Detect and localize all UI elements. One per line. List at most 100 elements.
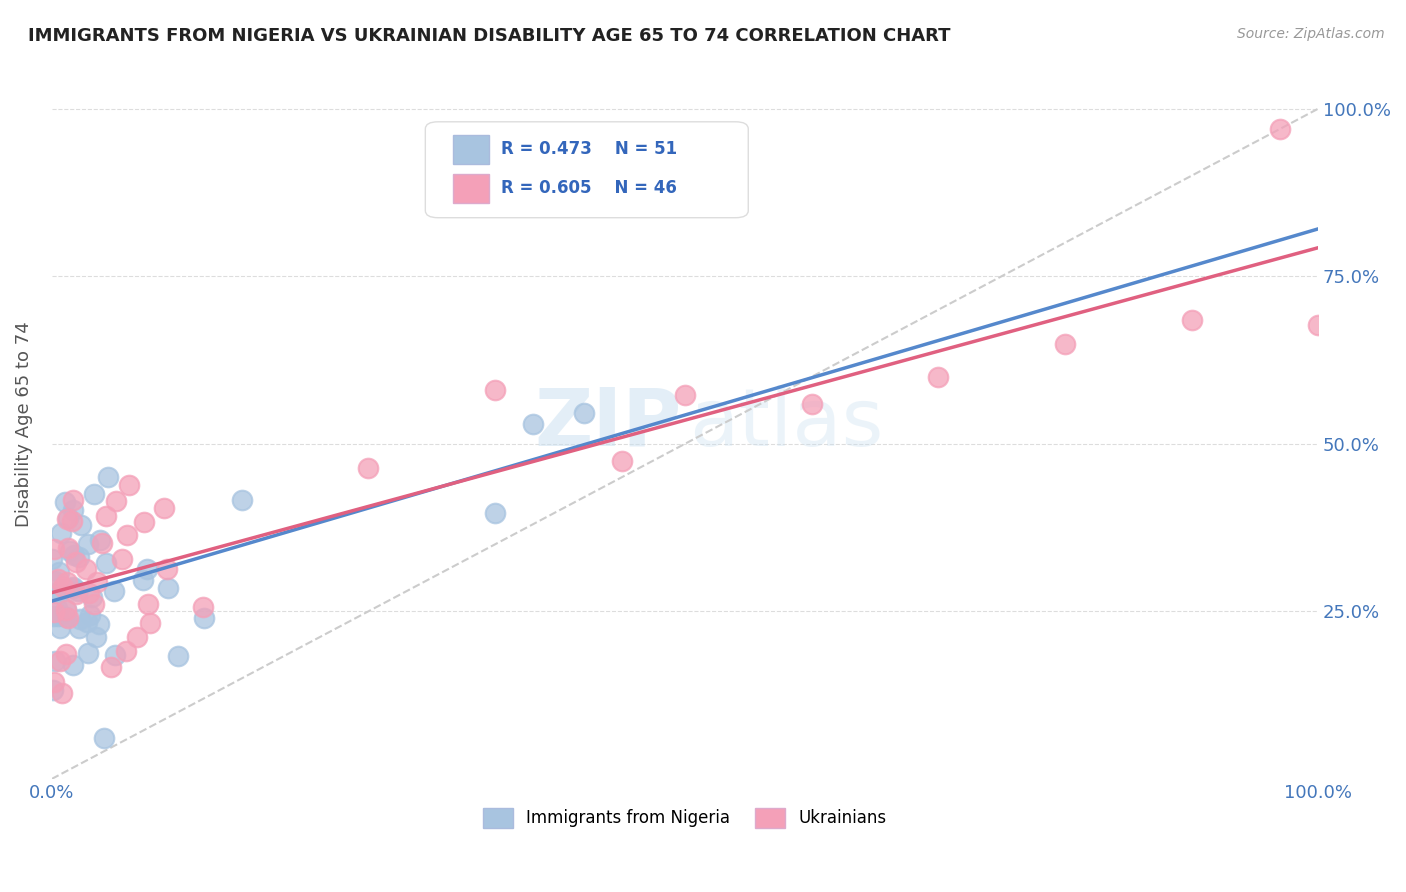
- Point: [139, 616, 162, 631]
- Point: [45, 601, 67, 615]
- Point: [42, 541, 65, 556]
- Point: [131, 573, 153, 587]
- Point: [89, 616, 111, 631]
- Point: [63, 548, 86, 562]
- Point: [76, 615, 98, 629]
- Point: [673, 388, 696, 402]
- Point: [117, 528, 139, 542]
- Point: [56, 510, 79, 524]
- Point: [44, 654, 66, 668]
- Point: [67, 550, 90, 565]
- Point: [127, 630, 149, 644]
- Point: [49, 526, 72, 541]
- Point: [51, 608, 73, 623]
- Point: [53, 495, 76, 509]
- Point: [94, 509, 117, 524]
- Point: [58, 543, 80, 558]
- Point: [357, 461, 380, 475]
- Point: [60, 514, 83, 528]
- Point: [44, 586, 66, 600]
- Text: Source: ZipAtlas.com: Source: ZipAtlas.com: [1237, 27, 1385, 41]
- Point: [42, 683, 65, 698]
- Point: [79, 608, 101, 623]
- Point: [97, 470, 120, 484]
- Point: [55, 610, 77, 624]
- Point: [49, 654, 72, 668]
- Point: [49, 621, 72, 635]
- Point: [100, 659, 122, 673]
- Point: [83, 597, 105, 611]
- Point: [1268, 121, 1291, 136]
- Point: [55, 602, 77, 616]
- Point: [91, 536, 114, 550]
- Point: [56, 512, 79, 526]
- Point: [193, 600, 215, 615]
- Point: [86, 574, 108, 589]
- Point: [136, 597, 159, 611]
- Point: [231, 492, 253, 507]
- Point: [1180, 312, 1202, 326]
- Point: [52, 580, 75, 594]
- Point: [56, 611, 79, 625]
- Legend: Immigrants from Nigeria, Ukrainians: Immigrants from Nigeria, Ukrainians: [477, 801, 893, 835]
- Point: [1308, 318, 1330, 333]
- Point: [62, 580, 84, 594]
- Point: [76, 647, 98, 661]
- Text: IMMIGRANTS FROM NIGERIA VS UKRAINIAN DISABILITY AGE 65 TO 74 CORRELATION CHART: IMMIGRANTS FROM NIGERIA VS UKRAINIAN DIS…: [28, 27, 950, 45]
- Point: [56, 541, 79, 555]
- Point: [42, 674, 65, 689]
- Point: [93, 731, 115, 746]
- Point: [55, 575, 77, 590]
- Point: [1053, 337, 1076, 351]
- Point: [65, 587, 87, 601]
- Point: [48, 586, 70, 600]
- Bar: [453, 135, 489, 164]
- Point: [104, 494, 127, 508]
- Point: [62, 493, 84, 508]
- Point: [84, 630, 107, 644]
- Point: [77, 586, 100, 600]
- Point: [77, 537, 100, 551]
- Point: [75, 562, 97, 576]
- Text: atlas: atlas: [689, 384, 883, 463]
- Point: [927, 369, 949, 384]
- Point: [46, 608, 69, 623]
- Point: [153, 500, 176, 515]
- Point: [46, 572, 69, 586]
- Text: R = 0.473    N = 51: R = 0.473 N = 51: [502, 140, 678, 158]
- Point: [118, 478, 141, 492]
- Point: [572, 406, 595, 420]
- Point: [41, 551, 63, 566]
- Point: [89, 533, 111, 547]
- Point: [522, 417, 544, 432]
- Point: [94, 556, 117, 570]
- Point: [104, 648, 127, 662]
- Point: [42, 606, 65, 620]
- Point: [62, 502, 84, 516]
- Point: [66, 584, 89, 599]
- Text: ZIP: ZIP: [534, 384, 681, 463]
- Bar: [453, 174, 489, 203]
- Point: [48, 566, 70, 580]
- Point: [115, 644, 138, 658]
- Point: [135, 562, 157, 576]
- Point: [167, 649, 190, 664]
- Point: [484, 384, 506, 398]
- Point: [70, 517, 93, 532]
- Point: [80, 590, 103, 604]
- Y-axis label: Disability Age 65 to 74: Disability Age 65 to 74: [15, 321, 32, 526]
- Point: [610, 454, 633, 468]
- Point: [193, 611, 215, 625]
- Point: [51, 685, 73, 699]
- Text: R = 0.605    N = 46: R = 0.605 N = 46: [502, 179, 678, 197]
- Point: [83, 486, 105, 500]
- Point: [65, 555, 87, 569]
- Point: [55, 647, 77, 661]
- Point: [111, 552, 134, 566]
- Point: [103, 583, 125, 598]
- Point: [55, 603, 77, 617]
- Point: [69, 612, 91, 626]
- Point: [44, 574, 66, 588]
- Point: [67, 621, 90, 635]
- Point: [157, 581, 180, 595]
